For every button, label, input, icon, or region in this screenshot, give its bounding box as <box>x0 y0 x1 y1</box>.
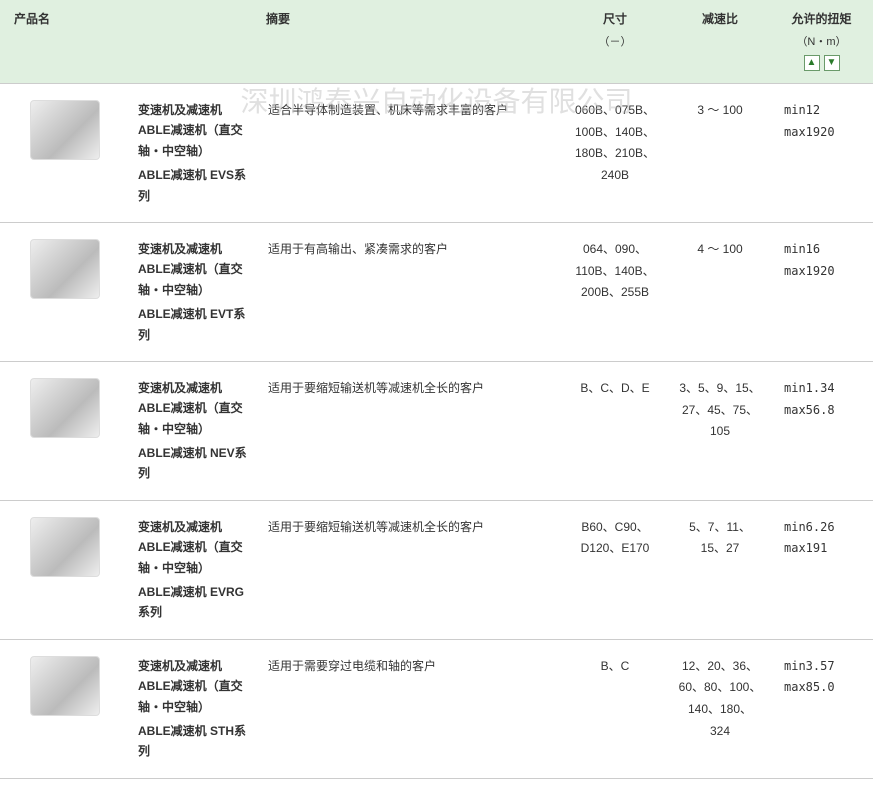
product-name-cell[interactable]: 变速机及减速机ABLE减速机（直交轴・中空轴）ABLE减速机 NEV系列 <box>130 361 260 500</box>
product-series: ABLE减速机 NEV系列 <box>138 443 252 484</box>
product-summary: 适用于需要穿过电缆和轴的客户 <box>260 639 560 778</box>
product-category: 变速机及减速机 <box>138 517 252 537</box>
product-name-cell[interactable]: 变速机及减速机ABLE减速机（直交轴・中空轴）ABLE减速机 EVT系列 <box>130 222 260 361</box>
col-header-torque[interactable]: 允许的扭矩 （N・m） ▲ ▼ <box>770 0 873 84</box>
product-size: B、C、D、E <box>560 361 670 500</box>
product-thumbnail[interactable] <box>30 239 100 299</box>
torque-max: max1920 <box>784 261 865 283</box>
product-image-cell <box>0 500 130 639</box>
product-subcategory: ABLE减速机（直交轴・中空轴） <box>138 537 252 578</box>
product-ratio: 3 ～ 100 <box>670 84 770 223</box>
product-image-cell <box>0 361 130 500</box>
sort-asc-button[interactable]: ▲ <box>804 55 820 71</box>
product-size: 064、090、110B、140B、200B、255B <box>560 222 670 361</box>
product-category: 变速机及减速机 <box>138 378 252 398</box>
product-torque: min6.26max191 <box>770 500 873 639</box>
product-series: ABLE减速机 EVS系列 <box>138 165 252 206</box>
product-subcategory: ABLE减速机（直交轴・中空轴） <box>138 676 252 717</box>
product-name-cell[interactable]: 变速机及减速机ABLE减速机（直交轴・中空轴）ABLE减速机 EVRG系列 <box>130 500 260 639</box>
product-name-cell[interactable]: 变速机及减速机ABLE减速机（直交轴・中空轴）ABLE减速机 STH系列 <box>130 639 260 778</box>
col-header-size-unit: （－） <box>566 33 664 49</box>
col-header-ratio[interactable]: 减速比 <box>670 0 770 84</box>
product-subcategory: ABLE减速机（直交轴・中空轴） <box>138 398 252 439</box>
product-image-cell <box>0 84 130 223</box>
product-subcategory: ABLE减速机（直交轴・中空轴） <box>138 120 252 161</box>
table-row: 变速机及减速机ABLE减速机（直交轴・中空轴）ABLE减速机 STH系列适用于需… <box>0 639 873 778</box>
torque-max: max85.0 <box>784 677 865 699</box>
col-header-ratio-label: 减速比 <box>702 12 738 26</box>
product-ratio: 3、5、9、15、27、45、75、105 <box>670 361 770 500</box>
product-size: B60、C90、D120、E170 <box>560 500 670 639</box>
col-header-torque-label: 允许的扭矩 <box>791 12 851 26</box>
product-ratio: 5、7、11、15、27 <box>670 500 770 639</box>
header-row: 产品名 摘要 尺寸 （－） 减速比 允许的扭矩 （N・m） ▲ ▼ <box>0 0 873 84</box>
product-image-cell <box>0 222 130 361</box>
product-size: 060B、075B、100B、140B、180B、210B、240B <box>560 84 670 223</box>
product-torque: min3.57max85.0 <box>770 639 873 778</box>
product-thumbnail[interactable] <box>30 656 100 716</box>
torque-min: min6.26 <box>784 517 865 539</box>
product-category: 变速机及减速机 <box>138 100 252 120</box>
table-row: 变速机及减速机ABLE减速机（直交轴・中空轴）ABLE减速机 EVS系列适合半导… <box>0 84 873 223</box>
product-torque: min1.34max56.8 <box>770 361 873 500</box>
table-row: 变速机及减速机ABLE减速机（直交轴・中空轴）ABLE减速机 NEV系列适用于要… <box>0 361 873 500</box>
sort-controls: ▲ ▼ <box>776 55 867 71</box>
torque-max: max56.8 <box>784 400 865 422</box>
col-header-summary[interactable]: 摘要 <box>260 0 560 84</box>
product-table: 产品名 摘要 尺寸 （－） 减速比 允许的扭矩 （N・m） ▲ ▼ 变速机及 <box>0 0 873 779</box>
product-summary: 适用于有高输出、紧凑需求的客户 <box>260 222 560 361</box>
torque-min: min3.57 <box>784 656 865 678</box>
product-size: B、C <box>560 639 670 778</box>
torque-min: min12 <box>784 100 865 122</box>
product-thumbnail[interactable] <box>30 517 100 577</box>
product-category: 变速机及减速机 <box>138 656 252 676</box>
product-thumbnail[interactable] <box>30 100 100 160</box>
product-summary: 适用于要缩短输送机等减速机全长的客户 <box>260 361 560 500</box>
table-row: 变速机及减速机ABLE减速机（直交轴・中空轴）ABLE减速机 EVT系列适用于有… <box>0 222 873 361</box>
product-torque: min12max1920 <box>770 84 873 223</box>
product-thumbnail[interactable] <box>30 378 100 438</box>
col-header-name[interactable]: 产品名 <box>0 0 260 84</box>
torque-max: max1920 <box>784 122 865 144</box>
sort-desc-button[interactable]: ▼ <box>824 55 840 71</box>
product-series: ABLE减速机 EVT系列 <box>138 304 252 345</box>
product-ratio: 12、20、36、60、80、100、140、180、324 <box>670 639 770 778</box>
product-name-cell[interactable]: 变速机及减速机ABLE减速机（直交轴・中空轴）ABLE减速机 EVS系列 <box>130 84 260 223</box>
product-series: ABLE减速机 EVRG系列 <box>138 582 252 623</box>
torque-min: min1.34 <box>784 378 865 400</box>
product-summary: 适用于要缩短输送机等减速机全长的客户 <box>260 500 560 639</box>
col-header-name-label: 产品名 <box>14 12 50 26</box>
torque-max: max191 <box>784 538 865 560</box>
col-header-torque-unit: （N・m） <box>776 33 867 49</box>
product-ratio: 4 ～ 100 <box>670 222 770 361</box>
col-header-size-label: 尺寸 <box>603 12 627 26</box>
product-summary: 适合半导体制造装置、机床等需求丰富的客户 <box>260 84 560 223</box>
table-row: 变速机及减速机ABLE减速机（直交轴・中空轴）ABLE减速机 EVRG系列适用于… <box>0 500 873 639</box>
torque-min: min16 <box>784 239 865 261</box>
col-header-summary-label: 摘要 <box>266 12 290 26</box>
product-image-cell <box>0 639 130 778</box>
product-subcategory: ABLE减速机（直交轴・中空轴） <box>138 259 252 300</box>
product-series: ABLE减速机 STH系列 <box>138 721 252 762</box>
product-torque: min16max1920 <box>770 222 873 361</box>
col-header-size[interactable]: 尺寸 （－） <box>560 0 670 84</box>
product-category: 变速机及减速机 <box>138 239 252 259</box>
